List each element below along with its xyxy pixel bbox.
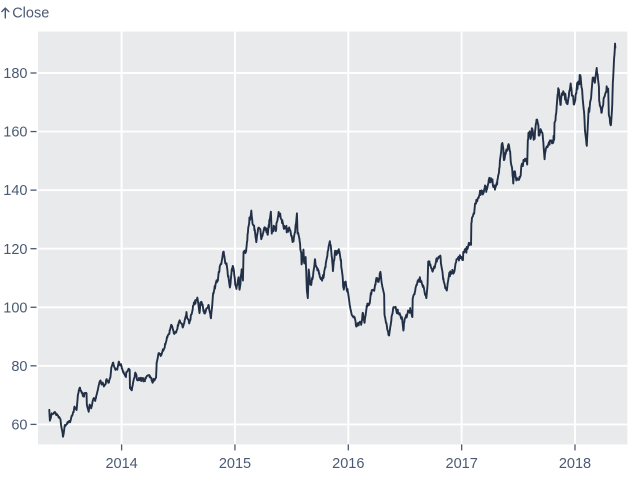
svg-text:120: 120 [3,242,27,258]
svg-text:2018: 2018 [559,456,591,472]
svg-text:160: 160 [3,125,27,141]
svg-text:2015: 2015 [219,456,251,472]
svg-text:100: 100 [3,300,27,316]
svg-text:2014: 2014 [105,456,137,472]
svg-text:140: 140 [3,183,27,199]
svg-text:180: 180 [3,66,27,82]
svg-text:2016: 2016 [332,456,364,472]
svg-text:2017: 2017 [446,456,478,472]
svg-text:80: 80 [11,359,27,375]
svg-text:Close: Close [12,6,49,22]
svg-text:60: 60 [11,418,27,434]
